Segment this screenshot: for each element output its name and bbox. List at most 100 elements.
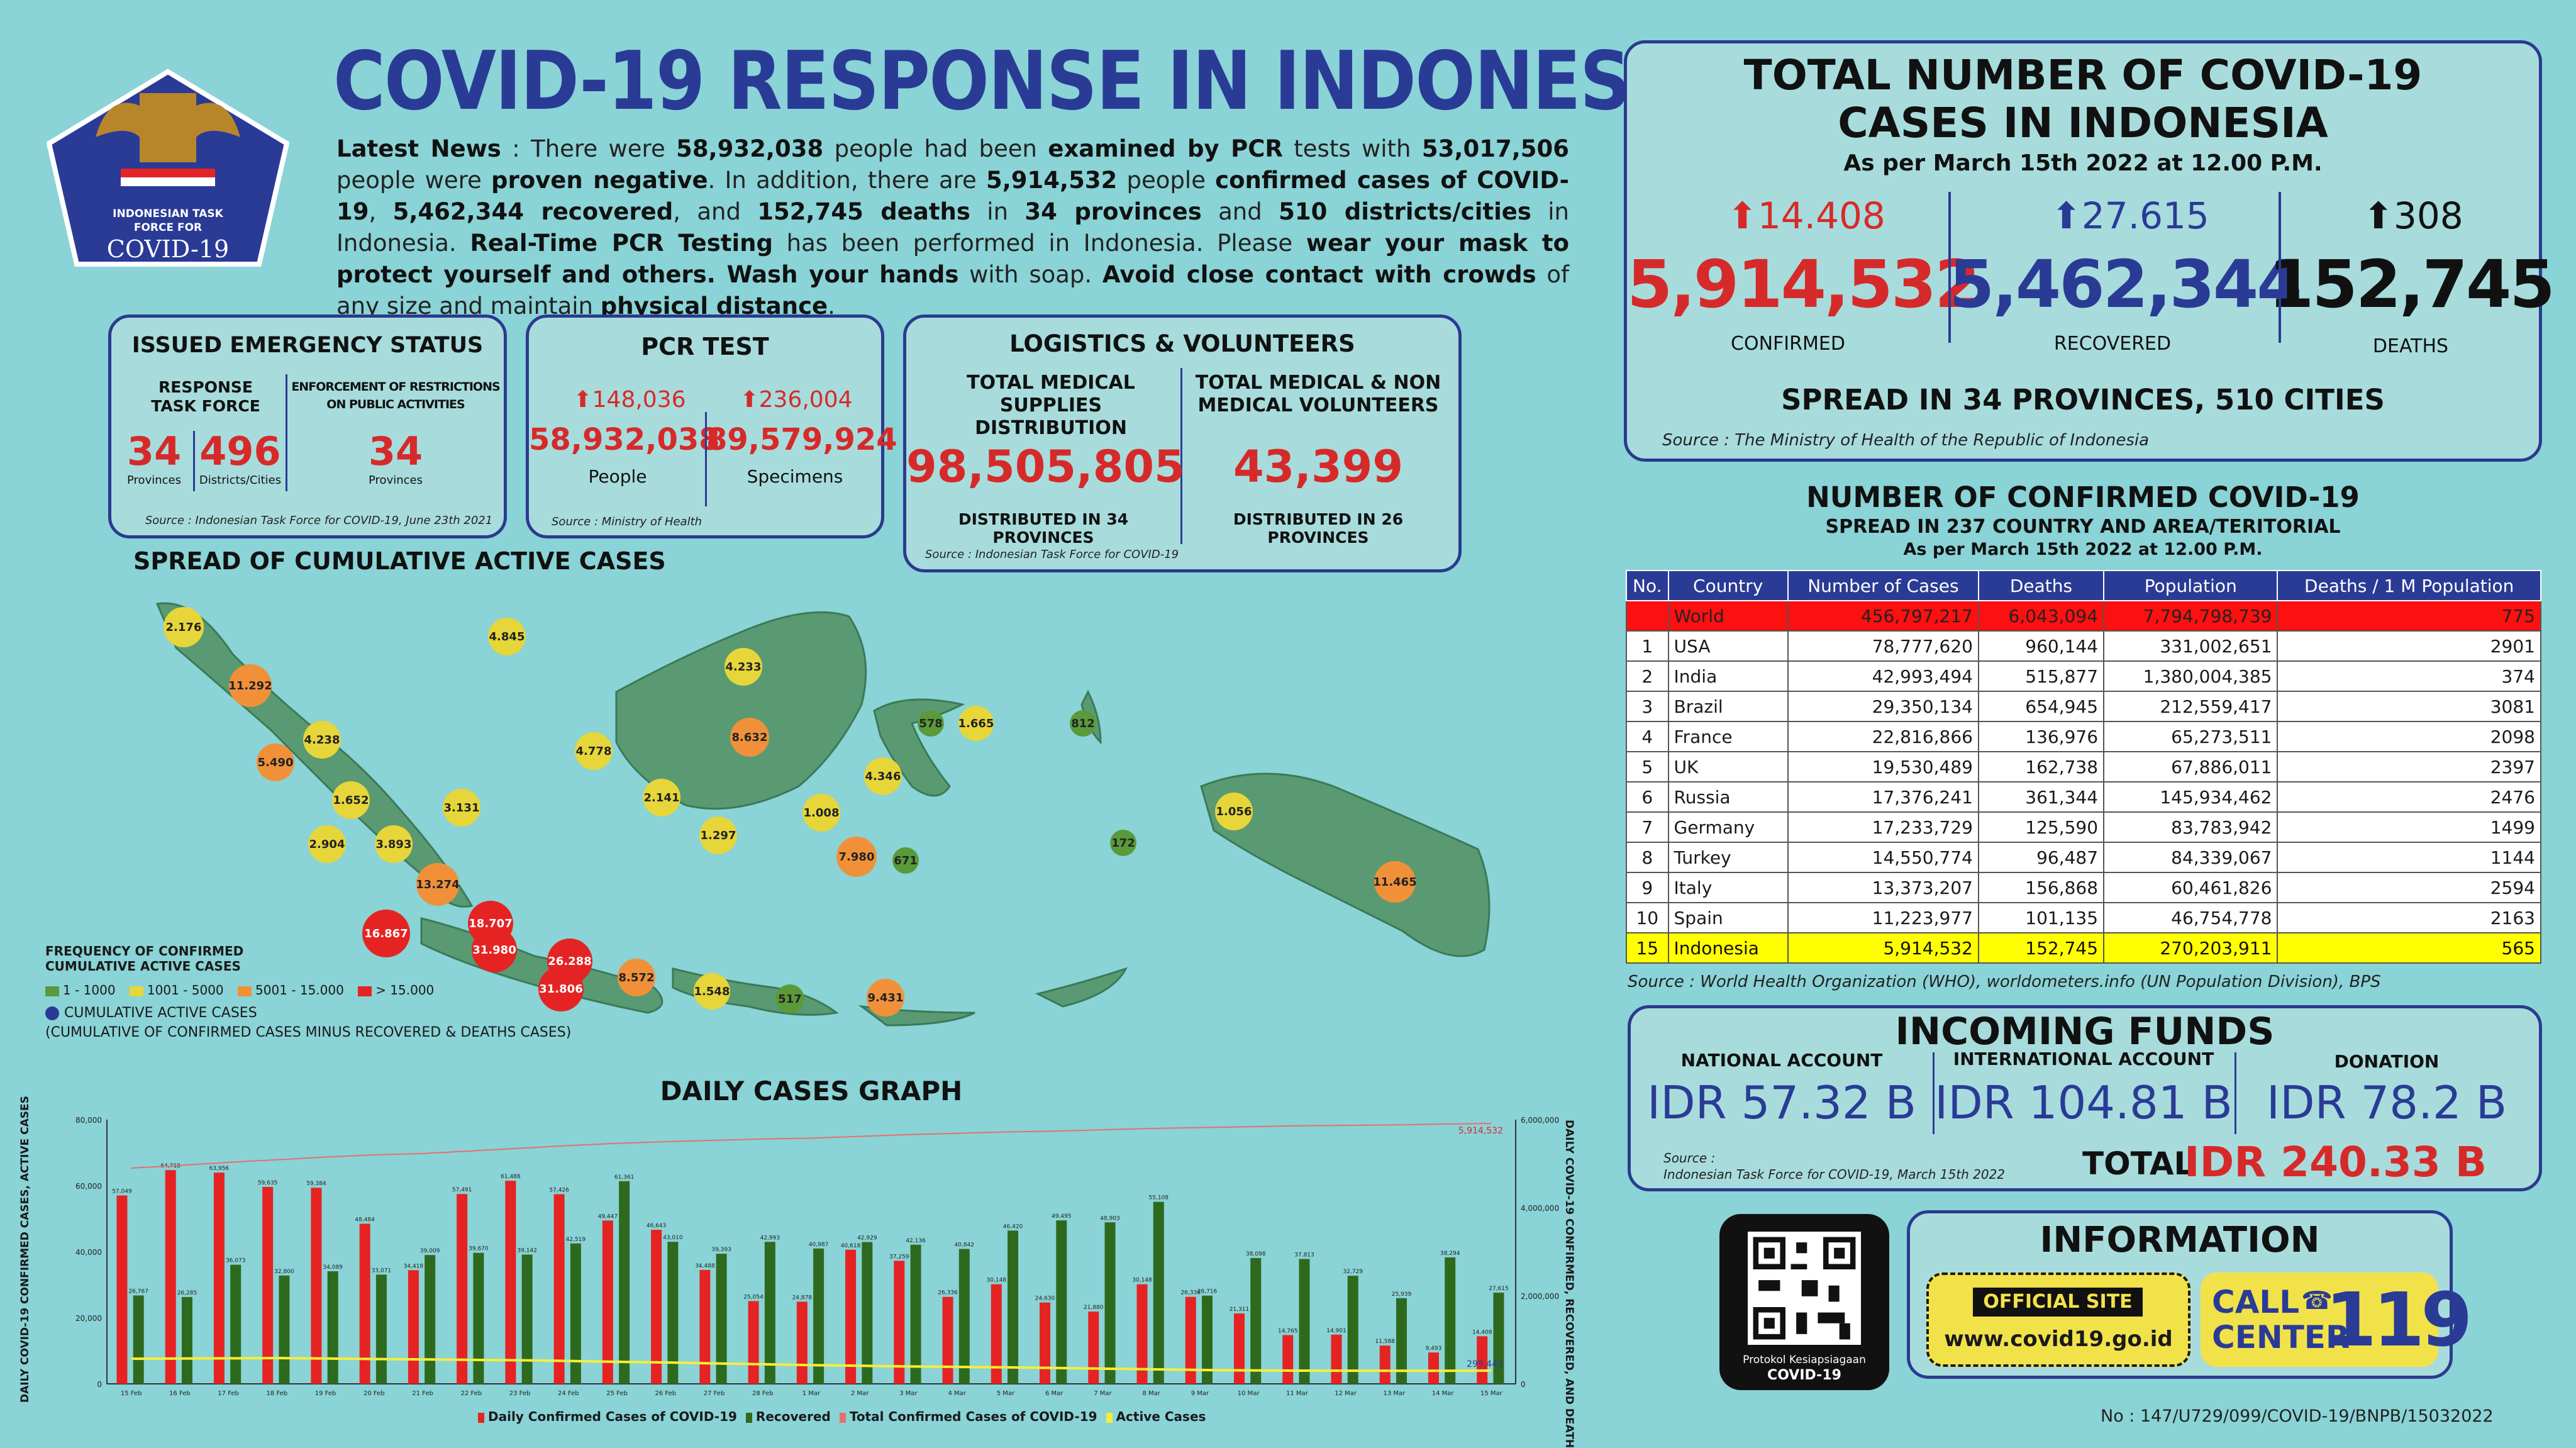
table-cell: 29,350,134 [1787,691,1979,722]
bar-daily-confirmed [1088,1312,1099,1384]
table-cell: 42,993,494 [1787,660,1979,692]
divider [2235,1052,2236,1134]
table-cell: 22,816,866 [1787,721,1979,752]
bar-value-label: 14,765 [1278,1328,1297,1334]
bar-recovered [1396,1298,1407,1384]
news-text: has been performed in Indonesia. Please [773,230,1306,257]
news-text: people had been [823,135,1048,162]
table-cell: 145,934,462 [2103,781,2279,813]
country-table: No. Country Number of Cases Deaths Populatio… [1626,570,2541,964]
table-cell: 3081 [2277,691,2541,722]
news-avoid: Avoid close contact with crowds [1102,261,1536,288]
table-cell: 17,376,241 [1787,781,1979,813]
bar-recovered [1299,1259,1310,1384]
bar-recovered [1347,1276,1358,1384]
bar-value-label: 21,880 [1084,1305,1104,1311]
bar-daily-confirmed [942,1296,953,1384]
world-source: Source : World Health Organization (WHO)… [1628,972,2381,991]
table-cell: 101,135 [1977,902,2105,933]
divider [286,374,287,491]
bar-daily-confirmed [796,1301,808,1384]
table-cell: 10 [1626,902,1669,933]
chart-tick-right: 4,000,000 [1521,1204,1559,1213]
news-text: people [1117,167,1216,194]
bar-daily-confirmed [505,1181,516,1384]
map-case-marker: 2.904 [308,825,346,863]
pcr-specimens-inc-value: 236,004 [758,387,853,413]
legend-title-1: FREQUENCY OF CONFIRMED [45,944,244,959]
bar-daily-confirmed [408,1270,419,1384]
bar-value-label: 57,491 [452,1187,472,1193]
deaths-label: DEATHS [2372,335,2449,357]
news-deaths: 152,745 deaths [757,198,970,225]
bar-daily-confirmed [1282,1335,1294,1384]
official-site-button[interactable]: OFFICIAL SITE www.covid19.go.id [1926,1273,2190,1367]
bar-value-label: 38,294 [1440,1250,1460,1257]
bar-value-label: 48,484 [355,1217,375,1223]
map-case-marker: 578 [918,710,944,737]
map-case-marker: 4.238 [303,721,341,759]
bar-value-label: 42,136 [906,1238,926,1244]
bar-daily-confirmed [553,1194,565,1384]
bar-value-label: 21,311 [1230,1306,1250,1313]
table-row: 5 UK 19,530,489 162,738 67,886,011 2397 [1626,751,2541,782]
phone-icon: ☎ [2301,1286,2333,1315]
total-cases-panel: TOTAL NUMBER OF COVID-19 CASES IN INDONE… [1624,40,2555,462]
news-lead: Latest News [336,135,501,162]
table-cell: 96,487 [1977,842,2105,873]
chart-category-label: 19 Feb [315,1390,336,1397]
table-cell: 14,550,774 [1787,842,1979,873]
table-cell: Russia [1667,781,1789,813]
information-title: INFORMATION [2040,1220,2320,1261]
bar-value-label: 26,716 [1197,1289,1218,1295]
news-mask: wear your mask to protect yourself and o… [336,230,1570,288]
totals-source: Source : The Ministry of Health of the R… [1662,431,2150,450]
table-cell: 7,794,798,739 [2103,600,2279,632]
logo-text-2: FORCE FOR [133,221,203,234]
table-cell: Indonesia [1667,932,1789,964]
table-column-header: Number of Cases [1787,570,1979,601]
chart-legend-label: Active Cases [1116,1409,1206,1424]
bar-recovered [716,1254,727,1384]
news-text: tests with [1282,135,1422,162]
pcr-people-increase: ⬆148,036 [554,387,705,413]
bar-recovered [1445,1257,1456,1384]
news-confirmed: 5,914,532 [986,167,1118,194]
chart-category-label: 6 Mar [1045,1390,1063,1397]
districts-label: Districts/Cities [199,474,282,487]
bar-value-label: 25,939 [1392,1291,1412,1298]
table-cell: 2098 [2277,721,2541,752]
bar-recovered [910,1244,921,1384]
call-center-button[interactable]: CALL ☎ CENTER 119 [2201,1273,2472,1367]
bar-recovered [570,1243,581,1384]
table-row: 6 Russia 17,376,241 361,344 145,934,462 2476 [1626,781,2541,813]
table-cell: 2594 [2277,872,2541,903]
table-column-header: Deaths [1977,570,2105,601]
news-recovered: 5,462,344 recovered [392,198,674,225]
funds-total-value: IDR 240.33 B [2184,1138,2487,1186]
table-column-header: Deaths / 1 M Population [2277,570,2541,601]
chart-tick-left: 60,000 [75,1182,102,1191]
bar-value-label: 11,588 [1375,1339,1395,1345]
table-cell: 775 [2277,600,2541,632]
news-text: in Indonesia. [336,198,1569,257]
table-row: 9 Italy 13,373,207 156,868 60,461,826 2594 [1626,872,2541,903]
news-negative: 53,017,506 [1421,135,1569,162]
qr-code-card[interactable]: Protokol Kesiapsiagaan COVID-19 [1719,1214,1889,1390]
bar-value-label: 55,108 [1149,1195,1169,1201]
bar-value-label: 32,800 [274,1269,294,1275]
bar-recovered [425,1255,436,1384]
latest-news: Latest News : There were 58,932,038 peop… [336,133,1569,322]
map-case-marker: 1.008 [802,794,840,832]
volunteers-title: TOTAL MEDICAL & NON MEDICAL VOLUNTEERS [1195,372,1441,416]
chart-category-label: 15 Mar [1480,1390,1503,1397]
news-examined: 58,932,038 [676,135,824,162]
map-case-marker: 3.131 [443,789,480,827]
bar-recovered [862,1242,873,1384]
document-reference: No : 147/U729/099/COVID-19/BNPB/15032022 [2101,1406,2494,1426]
legend-note-2: (CUMULATIVE OF CONFIRMED CASES MINUS REC… [45,1025,572,1040]
bar-value-label: 26,285 [177,1290,197,1296]
qr-label-2: COVID-19 [1767,1367,1841,1383]
bar-value-label: 14,408 [1472,1329,1492,1335]
medical-supplies-value: 98,505,805 [906,441,1185,493]
